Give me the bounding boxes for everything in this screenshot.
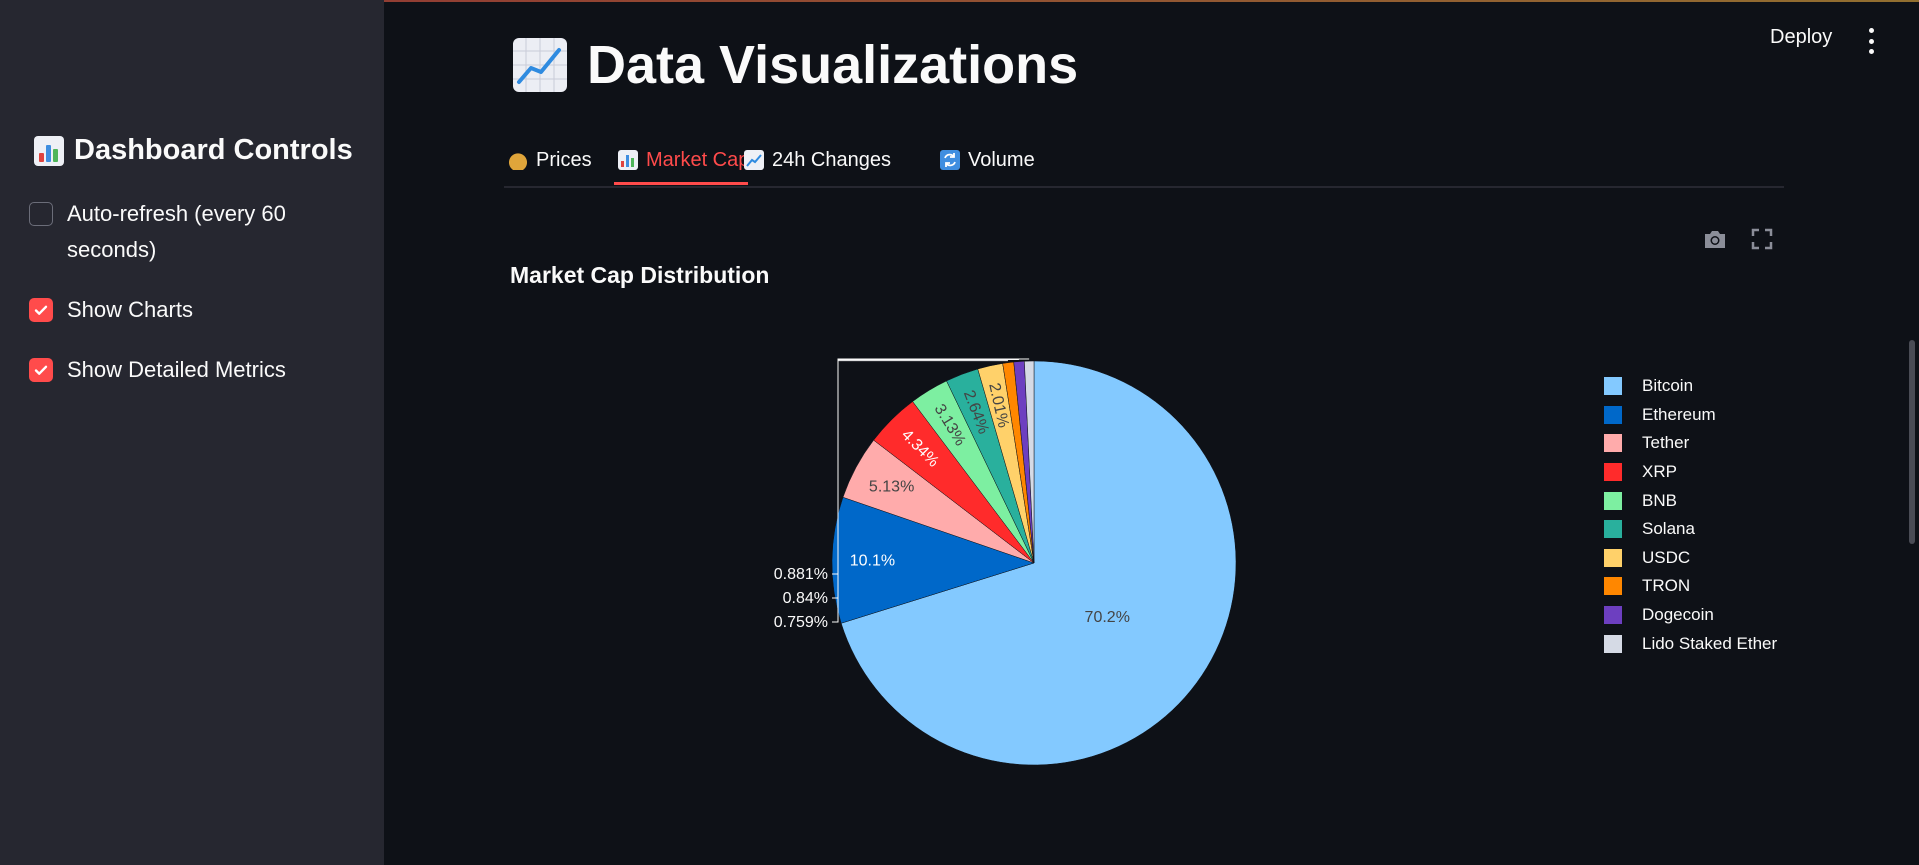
bar-chart-icon bbox=[618, 150, 638, 170]
tab-bar: Prices Market Cap 24h Changes Volume bbox=[504, 134, 1784, 188]
tab-volume[interactable]: Volume bbox=[940, 140, 1035, 180]
pie-label-ethereum: 10.1% bbox=[850, 553, 895, 570]
legend-label: Ethereum bbox=[1642, 404, 1716, 424]
pie-label-bitcoin: 70.2% bbox=[1085, 609, 1130, 626]
legend-swatch bbox=[1604, 377, 1622, 396]
page-title: Data Visualizations bbox=[513, 34, 1078, 96]
legend-swatch bbox=[1604, 491, 1622, 510]
legend-swatch bbox=[1604, 634, 1622, 653]
pie-label-tether: 5.13% bbox=[869, 479, 914, 496]
camera-icon[interactable] bbox=[1703, 228, 1727, 250]
chart-legend: Bitcoin Ethereum Tether XRP BNB Solana USDC TRO… bbox=[1604, 372, 1777, 658]
pie-slice-ethereum[interactable] bbox=[831, 496, 1035, 624]
legend-swatch bbox=[1604, 577, 1622, 596]
sidebar: Dashboard Controls Auto-refresh (every 6… bbox=[0, 0, 384, 865]
legend-item-lido-staked-ether[interactable]: Lido Staked Ether bbox=[1604, 629, 1777, 658]
page-title-text: Data Visualizations bbox=[587, 35, 1079, 95]
sidebar-title: Dashboard Controls bbox=[34, 134, 353, 167]
checkbox-checked-icon[interactable] bbox=[29, 358, 53, 382]
legend-swatch bbox=[1604, 463, 1622, 482]
legend-item-dogecoin[interactable]: Dogecoin bbox=[1604, 601, 1777, 630]
show-detailed-metrics-label: Show Detailed Metrics bbox=[67, 357, 286, 382]
legend-item-xrp[interactable]: XRP bbox=[1604, 458, 1777, 487]
vertical-scrollbar[interactable] bbox=[1909, 340, 1915, 544]
auto-refresh-label: Auto-refresh (every 60 seconds) bbox=[67, 201, 286, 262]
legend-label: Lido Staked Ether bbox=[1642, 633, 1778, 653]
legend-item-solana[interactable]: Solana bbox=[1604, 515, 1777, 544]
pie-label-dogecoin: 0.84% bbox=[783, 590, 828, 607]
tab-market-cap[interactable]: Market Cap bbox=[618, 140, 749, 180]
fullscreen-icon[interactable] bbox=[1751, 228, 1773, 250]
legend-label: TRON bbox=[1642, 576, 1691, 596]
auto-refresh-checkbox[interactable]: Auto-refresh (every 60 seconds) bbox=[29, 196, 286, 268]
sidebar-title-text: Dashboard Controls bbox=[74, 134, 353, 166]
legend-label: Bitcoin bbox=[1642, 376, 1694, 396]
refresh-icon bbox=[940, 150, 960, 170]
legend-item-bitcoin[interactable]: Bitcoin bbox=[1604, 372, 1777, 401]
legend-item-ethereum[interactable]: Ethereum bbox=[1604, 401, 1777, 430]
chart-increasing-icon bbox=[513, 38, 567, 92]
checkbox-checked-icon[interactable] bbox=[29, 298, 53, 322]
legend-swatch bbox=[1604, 548, 1622, 567]
pie-label-tron: 0.881% bbox=[774, 566, 828, 583]
show-detailed-metrics-checkbox[interactable]: Show Detailed Metrics bbox=[29, 352, 286, 388]
legend-label: Solana bbox=[1642, 519, 1695, 539]
tab-24h-changes[interactable]: 24h Changes bbox=[744, 140, 891, 180]
pie-label-leader-lido-staked-ether bbox=[832, 358, 1030, 623]
legend-swatch bbox=[1604, 606, 1622, 625]
legend-label: Dogecoin bbox=[1642, 605, 1714, 625]
chart-increasing-icon bbox=[744, 150, 764, 170]
show-charts-checkbox[interactable]: Show Charts bbox=[29, 292, 193, 328]
legend-label: XRP bbox=[1642, 462, 1677, 482]
show-charts-label: Show Charts bbox=[67, 297, 193, 322]
deploy-button[interactable]: Deploy bbox=[1770, 26, 1833, 48]
bar-chart-icon bbox=[34, 135, 64, 166]
legend-label: USDC bbox=[1642, 547, 1691, 567]
chart-title: Market Cap Distribution bbox=[510, 262, 770, 288]
more-vertical-icon[interactable] bbox=[1864, 28, 1878, 54]
money-bag-icon bbox=[508, 150, 528, 170]
top-decoration-bar bbox=[0, 0, 1919, 2]
tab-prices[interactable]: Prices bbox=[508, 140, 592, 180]
pie-slice-lido-staked-ether[interactable] bbox=[1024, 360, 1035, 564]
legend-item-tether[interactable]: Tether bbox=[1604, 429, 1777, 458]
legend-item-bnb[interactable]: BNB bbox=[1604, 486, 1777, 515]
legend-item-usdc[interactable]: USDC bbox=[1604, 544, 1777, 573]
legend-label: Tether bbox=[1642, 433, 1690, 453]
legend-swatch bbox=[1604, 405, 1622, 424]
active-tab-indicator bbox=[614, 182, 748, 185]
legend-swatch bbox=[1604, 434, 1622, 453]
legend-swatch bbox=[1604, 520, 1622, 539]
legend-label: BNB bbox=[1642, 490, 1677, 510]
pie-label-lido-staked-ether: 0.759% bbox=[774, 614, 828, 631]
legend-item-tron[interactable]: TRON bbox=[1604, 572, 1777, 601]
checkbox-unchecked-icon[interactable] bbox=[29, 202, 53, 226]
pie-slice-bitcoin[interactable] bbox=[840, 360, 1237, 766]
